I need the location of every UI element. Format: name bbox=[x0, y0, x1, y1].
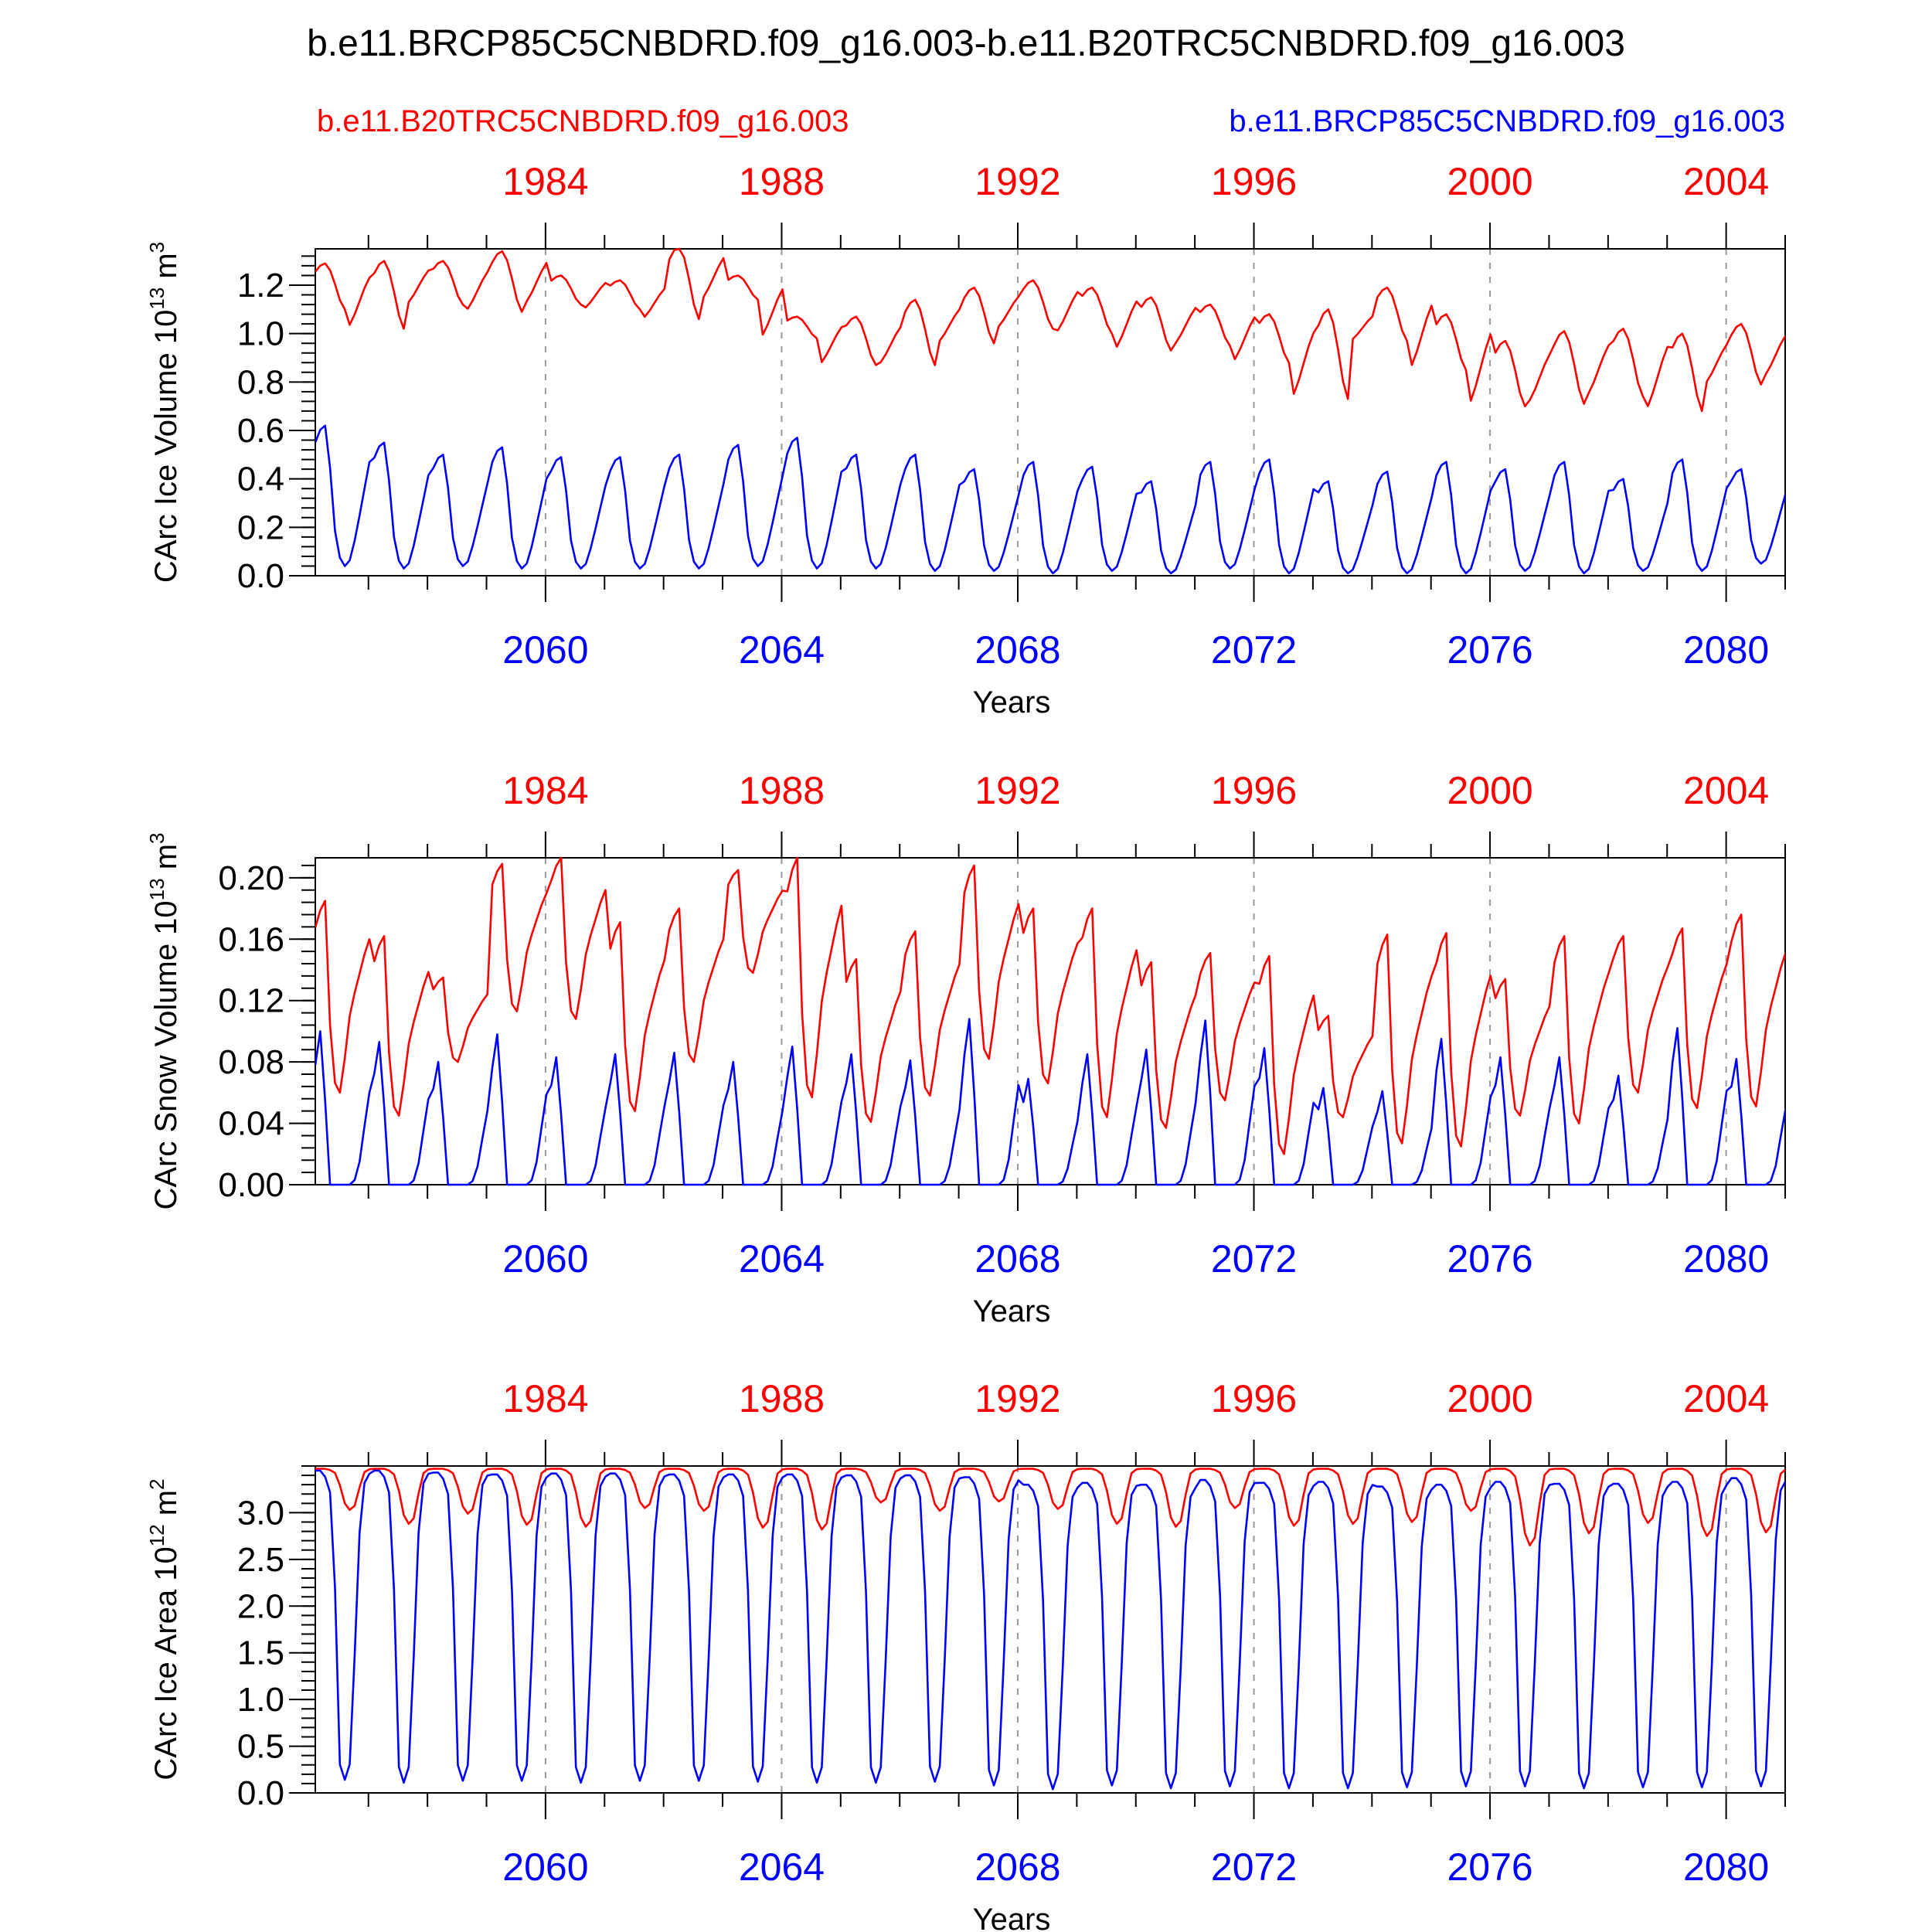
y-tick-label: 0.0 bbox=[237, 557, 284, 595]
bottom-tick-label: 2076 bbox=[1447, 628, 1532, 672]
y-axis-label: CArc Ice Volume 1013 m3 bbox=[145, 242, 183, 583]
y-axis-label: CArc Ice Area 1012 m2 bbox=[145, 1478, 183, 1780]
y-tick-label: 1.5 bbox=[237, 1634, 284, 1672]
y-tick-label: 1.2 bbox=[237, 267, 284, 304]
top-tick-label: 1996 bbox=[1211, 769, 1297, 812]
y-tick-label: 0.2 bbox=[237, 509, 284, 546]
y-tick-label: 0.0 bbox=[237, 1774, 284, 1812]
series-line-red bbox=[315, 856, 1785, 1155]
y-axis-label: CArc Snow Volume 1013 m3 bbox=[145, 832, 183, 1209]
bottom-tick-label: 2068 bbox=[975, 628, 1060, 672]
plot-frame bbox=[315, 1465, 1786, 1794]
top-tick-label: 1988 bbox=[739, 769, 825, 812]
top-tick-label: 2004 bbox=[1683, 160, 1769, 203]
y-tick-label: 2.5 bbox=[237, 1541, 284, 1579]
series-line-red bbox=[315, 247, 1785, 413]
y-tick-label: 0.12 bbox=[218, 982, 284, 1020]
y-tick-label: 3.0 bbox=[237, 1494, 284, 1532]
y-tick-label: 0.08 bbox=[218, 1043, 284, 1081]
plot-frame bbox=[315, 857, 1786, 1185]
figure-title: b.e11.BRCP85C5CNBDRD.f09_g16.003-b.e11.B… bbox=[307, 23, 1625, 64]
bottom-tick-label: 2076 bbox=[1447, 1237, 1532, 1281]
top-tick-label: 1992 bbox=[975, 160, 1060, 203]
bottom-tick-label: 2080 bbox=[1683, 1237, 1769, 1281]
y-tick-label: 0.5 bbox=[237, 1728, 284, 1766]
top-tick-label: 2004 bbox=[1683, 1377, 1769, 1420]
bottom-tick-label: 2064 bbox=[739, 628, 825, 672]
plot-frame bbox=[315, 248, 1786, 577]
bottom-tick-label: 2060 bbox=[502, 1845, 588, 1889]
bottom-tick-label: 2072 bbox=[1211, 1237, 1297, 1281]
top-tick-label: 1984 bbox=[502, 160, 588, 203]
series-line-red bbox=[315, 1468, 1785, 1546]
top-tick-label: 2004 bbox=[1683, 769, 1769, 812]
top-tick-label: 1984 bbox=[502, 1377, 588, 1420]
bottom-tick-label: 2060 bbox=[502, 1237, 588, 1281]
bottom-tick-label: 2080 bbox=[1683, 628, 1769, 672]
bottom-tick-label: 2060 bbox=[502, 628, 588, 672]
y-tick-label: 1.0 bbox=[237, 1681, 284, 1719]
bottom-tick-label: 2068 bbox=[975, 1845, 1060, 1889]
y-tick-label: 0.6 bbox=[237, 412, 284, 450]
top-tick-label: 1988 bbox=[739, 1377, 825, 1420]
panel-snow-volume: 0.00 0.04 0.08 0.12 0.16 0.20 1984 1988 1992 1996… bbox=[145, 769, 1786, 1328]
top-tick-label: 2000 bbox=[1447, 1377, 1532, 1420]
top-tick-label: 2000 bbox=[1447, 160, 1532, 203]
panel-ice-volume: 0.0 0.2 0.4 0.6 0.8 1.0 1.2 1984 1988 1992 1996 200… bbox=[145, 160, 1786, 719]
y-tick-label: 1.0 bbox=[237, 315, 284, 353]
top-tick-label: 1984 bbox=[502, 769, 588, 812]
bottom-tick-label: 2072 bbox=[1211, 1845, 1297, 1889]
panel-ice-area: 0.0 0.5 1.0 1.5 2.0 2.5 3.0 1984 1988 1992 1996 200… bbox=[145, 1377, 1786, 1932]
top-tick-label: 1988 bbox=[739, 160, 825, 203]
bottom-tick-label: 2068 bbox=[975, 1237, 1060, 1281]
bottom-tick-label: 2072 bbox=[1211, 628, 1297, 672]
y-tick-label: 0.00 bbox=[218, 1166, 284, 1204]
top-tick-label: 1996 bbox=[1211, 160, 1297, 203]
bottom-tick-label: 2080 bbox=[1683, 1845, 1769, 1889]
series-line-blue bbox=[315, 1469, 1785, 1791]
x-axis-label: Years bbox=[973, 1294, 1051, 1328]
top-tick-label: 1992 bbox=[975, 769, 1060, 812]
y-tick-label: 0.8 bbox=[237, 363, 284, 401]
y-tick-label: 0.16 bbox=[218, 920, 284, 958]
top-tick-label: 2000 bbox=[1447, 769, 1532, 812]
bottom-tick-label: 2076 bbox=[1447, 1845, 1532, 1889]
series-line-blue bbox=[315, 1018, 1785, 1186]
legend-red-run: b.e11.B20TRC5CNBDRD.f09_g16.003 bbox=[317, 104, 849, 138]
bottom-tick-label: 2064 bbox=[739, 1237, 825, 1281]
y-tick-label: 0.20 bbox=[218, 859, 284, 897]
top-tick-label: 1996 bbox=[1211, 1377, 1297, 1420]
x-axis-label: Years bbox=[973, 1903, 1051, 1932]
y-tick-label: 2.0 bbox=[237, 1587, 284, 1625]
y-tick-label: 0.4 bbox=[237, 461, 284, 498]
x-axis-label: Years bbox=[973, 685, 1051, 719]
y-tick-label: 0.04 bbox=[218, 1105, 284, 1143]
legend-blue-run: b.e11.BRCP85C5CNBDRD.f09_g16.003 bbox=[1229, 104, 1785, 138]
bottom-tick-label: 2064 bbox=[739, 1845, 825, 1889]
top-tick-label: 1992 bbox=[975, 1377, 1060, 1420]
series-line-blue bbox=[315, 424, 1785, 575]
